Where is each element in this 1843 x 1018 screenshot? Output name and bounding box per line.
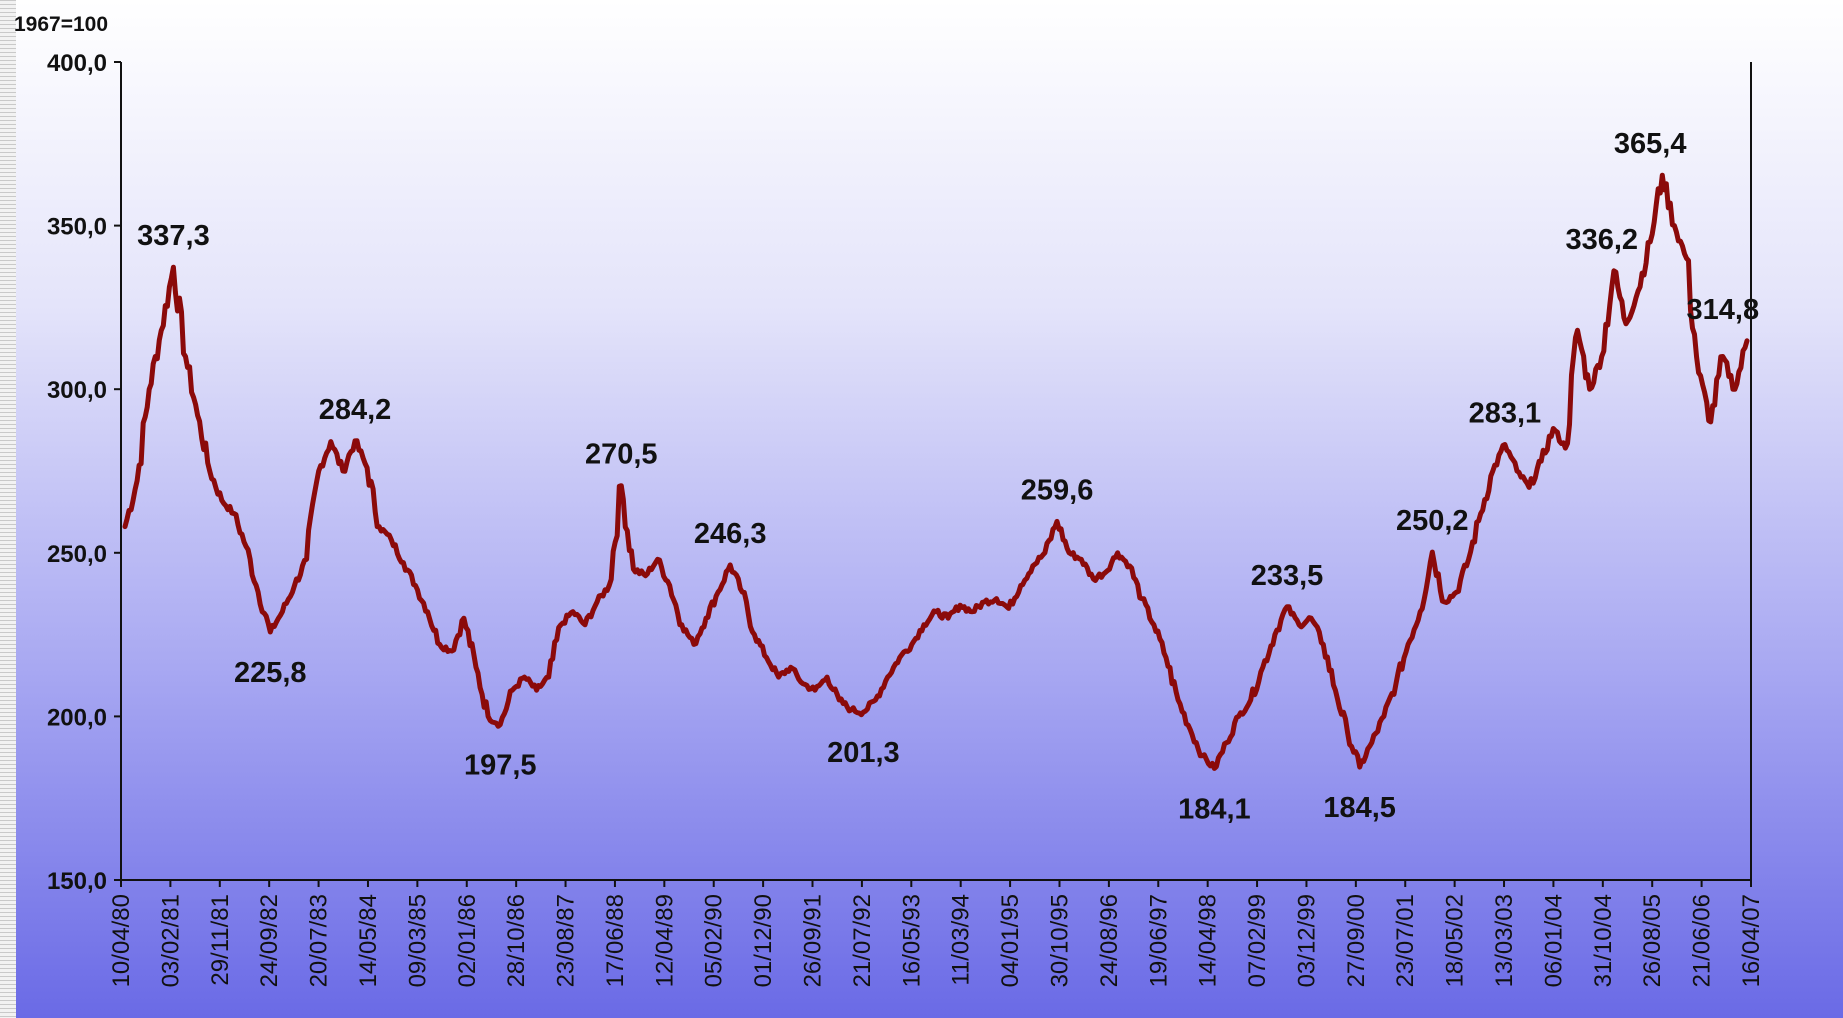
x-tick-label: 03/12/99 bbox=[1293, 894, 1320, 987]
y-tick-label: 150,0 bbox=[47, 868, 107, 895]
slide-edge-stripes bbox=[0, 0, 16, 1018]
x-tick-label: 19/06/97 bbox=[1145, 894, 1172, 987]
x-tick-label: 13/03/03 bbox=[1491, 894, 1518, 987]
x-tick-label: 03/02/81 bbox=[157, 894, 184, 987]
data-label: 365,4 bbox=[1614, 128, 1687, 160]
data-label: 259,6 bbox=[1021, 474, 1094, 506]
x-tick-label: 29/11/81 bbox=[207, 894, 234, 986]
x-tick-label: 12/04/89 bbox=[651, 894, 678, 987]
series bbox=[122, 172, 1750, 771]
x-tick-label: 01/12/90 bbox=[750, 894, 777, 987]
data-label: 184,5 bbox=[1323, 792, 1396, 824]
annotations: 337,3 225,8 284,2 197,5 270,5 246,3 201,3 259,6… bbox=[137, 128, 1759, 825]
data-label: 233,5 bbox=[1251, 560, 1324, 592]
data-label: 250,2 bbox=[1396, 505, 1469, 537]
x-tick-label: 05/02/90 bbox=[701, 894, 728, 987]
x-tick-label: 26/09/91 bbox=[800, 894, 827, 987]
y-tick-label: 300,0 bbox=[47, 377, 107, 404]
x-tick-label: 20/07/83 bbox=[306, 894, 333, 987]
x-tick-label: 23/08/87 bbox=[553, 894, 580, 987]
unit-label: 1967=100 bbox=[14, 13, 108, 36]
data-label: 270,5 bbox=[585, 439, 658, 471]
x-tick-label: 24/09/82 bbox=[256, 894, 283, 987]
data-label: 284,2 bbox=[319, 394, 392, 426]
x-tick-label: 17/06/88 bbox=[602, 894, 629, 987]
x-tick-label: 24/08/96 bbox=[1096, 894, 1123, 987]
x-tick-label: 11/03/94 bbox=[948, 894, 975, 986]
x-tick-label: 21/06/06 bbox=[1689, 894, 1716, 987]
x-axis: 10/04/80 03/02/81 29/11/81 24/09/82 20/07/83… bbox=[108, 62, 1765, 987]
x-tick-label: 27/09/00 bbox=[1343, 894, 1370, 987]
x-tick-label: 31/10/04 bbox=[1590, 894, 1617, 987]
x-tick-label: 21/07/92 bbox=[849, 894, 876, 987]
data-label: 197,5 bbox=[464, 750, 537, 782]
data-label: 336,2 bbox=[1565, 224, 1638, 256]
data-label: 283,1 bbox=[1469, 397, 1542, 429]
x-tick-label: 26/08/05 bbox=[1639, 894, 1666, 987]
x-tick-label: 10/04/80 bbox=[108, 894, 135, 987]
y-tick-label: 350,0 bbox=[47, 214, 107, 241]
data-label: 314,8 bbox=[1687, 294, 1760, 326]
y-axis: 400,0 350,0 300,0 250,0 200,0 150,0 bbox=[47, 50, 122, 895]
data-label: 225,8 bbox=[234, 657, 307, 689]
x-tick-label: 04/01/95 bbox=[997, 894, 1024, 987]
x-tick-label: 18/05/02 bbox=[1442, 894, 1469, 987]
price-index-line bbox=[122, 172, 1750, 771]
x-tick-label: 28/10/86 bbox=[503, 894, 530, 987]
x-tick-label: 06/01/04 bbox=[1540, 894, 1567, 987]
y-tick-label: 200,0 bbox=[47, 704, 107, 731]
x-tick-label: 07/02/99 bbox=[1244, 894, 1271, 987]
x-tick-label: 16/05/93 bbox=[898, 894, 925, 987]
x-tick-label: 30/10/95 bbox=[1046, 894, 1073, 987]
y-tick-label: 250,0 bbox=[47, 541, 107, 568]
x-tick-label: 16/04/07 bbox=[1738, 894, 1765, 987]
x-tick-label: 14/05/84 bbox=[355, 894, 382, 987]
data-label: 337,3 bbox=[137, 220, 210, 252]
data-label: 201,3 bbox=[827, 737, 900, 769]
data-label: 184,1 bbox=[1178, 793, 1251, 825]
x-tick-label: 23/07/01 bbox=[1392, 894, 1419, 987]
x-tick-label: 02/01/86 bbox=[454, 894, 481, 987]
data-label: 246,3 bbox=[694, 518, 767, 550]
y-tick-label: 400,0 bbox=[47, 50, 107, 77]
x-tick-label: 09/03/85 bbox=[404, 894, 431, 987]
x-tick-label: 14/04/98 bbox=[1195, 894, 1222, 987]
